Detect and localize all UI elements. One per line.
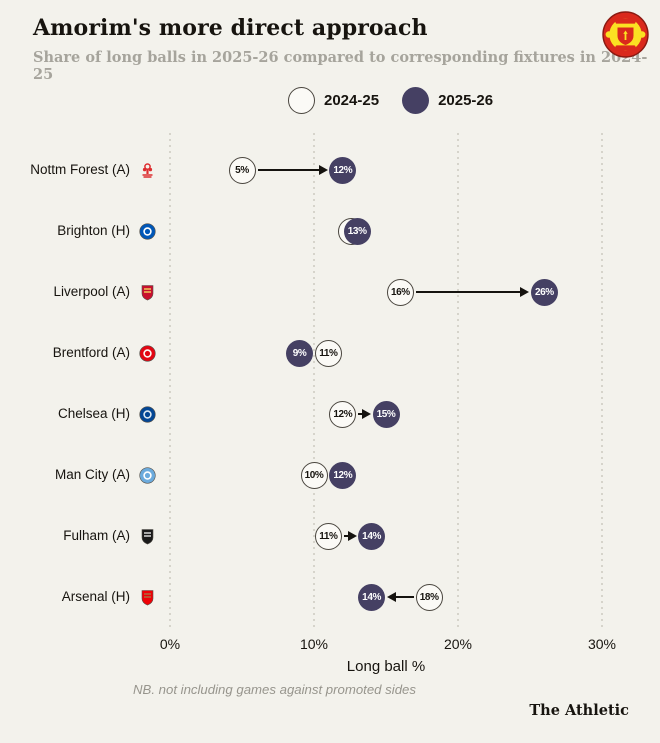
team-crest-icon xyxy=(139,589,156,606)
circle-2025-26: 9% xyxy=(286,339,314,367)
team-crest-icon xyxy=(139,222,156,240)
change-arrow-head xyxy=(362,408,371,419)
x-axis-tick: 0% xyxy=(159,636,181,652)
legend-swatch-2024-25 xyxy=(288,86,315,114)
team-crest-icon xyxy=(139,284,156,301)
x-axis-tick: 10% xyxy=(299,636,329,652)
circle-2024-25: 5% xyxy=(228,156,256,184)
team-crest-icon xyxy=(139,344,156,362)
team-label: Arsenal (H) xyxy=(61,589,130,604)
gridline xyxy=(169,133,171,630)
page-subtitle: Share of long balls in 2025-26 compared … xyxy=(33,49,648,83)
team-label: Brighton (H) xyxy=(57,223,130,238)
change-arrow-head xyxy=(386,591,396,602)
change-arrow-shaft xyxy=(358,412,363,416)
gridline xyxy=(457,133,459,630)
circle-2025-26: 12% xyxy=(329,156,357,184)
legend: 2024-25 2025-26 xyxy=(288,85,507,115)
circle-2024-25: 11% xyxy=(314,339,342,367)
change-arrow-shaft xyxy=(343,534,349,538)
circle-2024-25: 11% xyxy=(314,522,342,550)
team-crest-icon xyxy=(139,528,156,545)
x-axis-tick: 20% xyxy=(443,636,473,652)
circle-2025-26: 13% xyxy=(343,217,371,245)
x-axis-tick: 30% xyxy=(587,636,617,652)
legend-label-2025-26: 2025-26 xyxy=(438,91,494,109)
team-crest-icon xyxy=(139,405,156,423)
change-arrow-head xyxy=(318,164,328,175)
team-label: Chelsea (H) xyxy=(57,406,130,421)
gridline xyxy=(313,133,315,630)
gridline xyxy=(601,133,603,630)
circle-2025-26: 14% xyxy=(358,583,386,611)
circle-2024-25: 12% xyxy=(329,400,357,428)
circle-2025-26: 14% xyxy=(358,522,386,550)
team-label: Fulham (A) xyxy=(63,528,130,543)
team-label: Liverpool (A) xyxy=(53,284,130,299)
circle-2025-26: 15% xyxy=(372,400,400,428)
circle-2024-25: 16% xyxy=(386,278,414,306)
team-label: Man City (A) xyxy=(54,467,130,482)
circle-2024-25: 18% xyxy=(415,583,443,611)
circle-2024-25: 10% xyxy=(300,461,328,489)
legend-label-2024-25: 2024-25 xyxy=(324,91,380,109)
change-arrow-shaft xyxy=(415,290,522,294)
team-crest-icon xyxy=(139,466,156,484)
circle-2025-26: 26% xyxy=(530,278,558,306)
the-athletic-wordmark: The Athletic xyxy=(529,702,629,719)
x-axis-title: Long ball % xyxy=(346,658,426,675)
legend-swatch-2025-26 xyxy=(402,86,430,114)
team-crest-icon xyxy=(139,162,156,179)
page-title: Amorim's more direct approach xyxy=(33,15,428,41)
change-arrow-head xyxy=(347,530,357,541)
circle-2025-26: 12% xyxy=(329,461,357,489)
team-label: Nottm Forest (A) xyxy=(30,162,130,177)
team-label: Brentford (A) xyxy=(52,345,130,360)
change-arrow-head xyxy=(520,286,530,297)
change-arrow-shaft xyxy=(394,595,414,599)
chart-footnote: NB. not including games against promoted… xyxy=(133,682,416,697)
manchester-united-crest-icon xyxy=(602,11,649,58)
change-arrow-shaft xyxy=(257,168,320,172)
